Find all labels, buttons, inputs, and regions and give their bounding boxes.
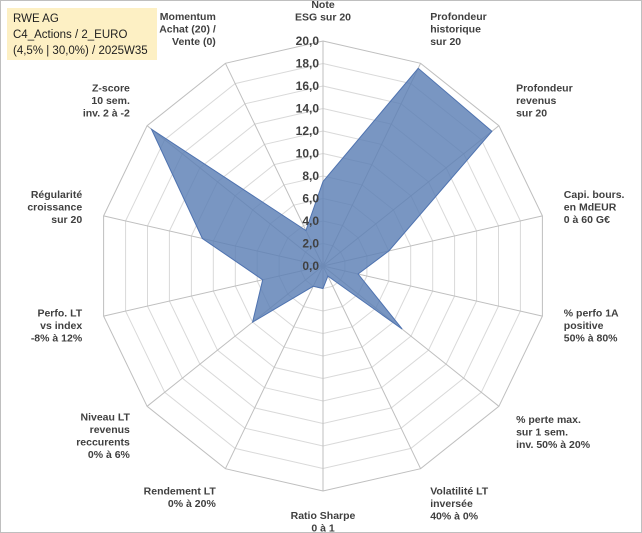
tick-label: 16,0 <box>296 79 320 93</box>
axis-label-line: Niveau LT <box>80 412 130 424</box>
tick-label: 0,0 <box>302 259 319 273</box>
tick-label: 6,0 <box>302 192 319 206</box>
series-area <box>150 67 493 330</box>
info-category: C4_Actions / 2_EURO <box>13 29 128 41</box>
info-params: (4,5% | 30,0%) / 2025W35 <box>13 45 148 57</box>
axis-label-line: Capi. bours. <box>564 189 625 201</box>
axis-label-line: inv. 50% à 20% <box>516 439 591 451</box>
axis-label-line: 40% à 0% <box>430 511 479 523</box>
axis-label-line: 0% à 20% <box>168 498 217 510</box>
axis-label-line: sur 20 <box>51 214 82 226</box>
axis-label-line: 0 à 60 G€ <box>564 214 610 226</box>
axis-label-line: Ratio Sharpe <box>291 510 356 522</box>
axis-label-line: sur 20 <box>430 36 461 48</box>
tick-label: 4,0 <box>302 214 319 228</box>
axis-label-line: revenus <box>516 95 556 107</box>
axis-label-line: % perfo 1A <box>564 307 619 319</box>
axis-label-line: Momentum <box>160 11 216 23</box>
axis-label-line: Rendement LT <box>144 486 217 498</box>
tick-label: 12,0 <box>296 124 320 138</box>
tick-label: 10,0 <box>296 147 320 161</box>
axis-label-line: inv. 2 à -2 <box>83 108 130 120</box>
axis-label-line: en MdEUR <box>564 202 617 214</box>
axis-label: % perte max.sur 1 sem.inv. 50% à 20% <box>516 414 591 451</box>
tick-label: 8,0 <box>302 169 319 183</box>
axis-label-line: 0 à 1 <box>311 523 335 533</box>
axis-label-line: Volatilité LT <box>430 486 489 498</box>
axis-label-line: 50% à 80% <box>564 332 618 344</box>
axis-label-line: croissance <box>27 202 82 214</box>
axis-label-line: ESG sur 20 <box>295 12 351 24</box>
axis-label-line: inversée <box>430 498 473 510</box>
axis-label-line: Régularité <box>31 189 83 201</box>
axis-label-line: Profondeur <box>516 83 573 95</box>
info-box: RWE AG C4_Actions / 2_EURO (4,5% | 30,0%… <box>7 8 157 60</box>
tick-label: 20,0 <box>296 34 320 48</box>
axis-spoke <box>322 265 543 317</box>
axis-label-line: Vente (0) <box>172 36 216 48</box>
axis-label: Rendement LT0% à 20% <box>144 486 217 511</box>
axis-label-line: sur 20 <box>516 108 547 120</box>
axis-label-line: % perte max. <box>516 414 581 426</box>
axis-label-line: Achat (20) / <box>159 24 216 36</box>
axis-label-line: vs index <box>40 320 82 332</box>
axis-spoke <box>322 265 422 469</box>
axis-label-line: 10 sem. <box>91 95 130 107</box>
axis-label-line: revenus <box>90 424 130 436</box>
axis-spoke <box>224 265 324 469</box>
axis-label-line: -8% à 12% <box>31 332 83 344</box>
tick-label: 2,0 <box>302 237 319 251</box>
axis-label-line: Profondeur <box>430 11 487 23</box>
tick-label: 14,0 <box>296 102 320 116</box>
radar-tick-labels: 0,0 2,0 4,0 6,0 8,0 10,0 12,0 14,0 16,0 18,0 20,0 <box>296 34 320 273</box>
axis-label-line: historique <box>430 24 481 36</box>
axis-label-line: reccurents <box>76 437 130 449</box>
axis-label-line: Note <box>311 0 334 11</box>
axis-label-line: Perfo. LT <box>37 307 82 319</box>
radar-series <box>150 67 493 330</box>
axis-label-line: 0% à 6% <box>88 449 131 461</box>
tick-label: 18,0 <box>296 57 320 71</box>
axis-label-line: Z-score <box>92 83 130 95</box>
axis-label-line: sur 1 sem. <box>516 426 568 438</box>
axis-label-line: positive <box>564 320 604 332</box>
info-company: RWE AG <box>13 13 59 25</box>
